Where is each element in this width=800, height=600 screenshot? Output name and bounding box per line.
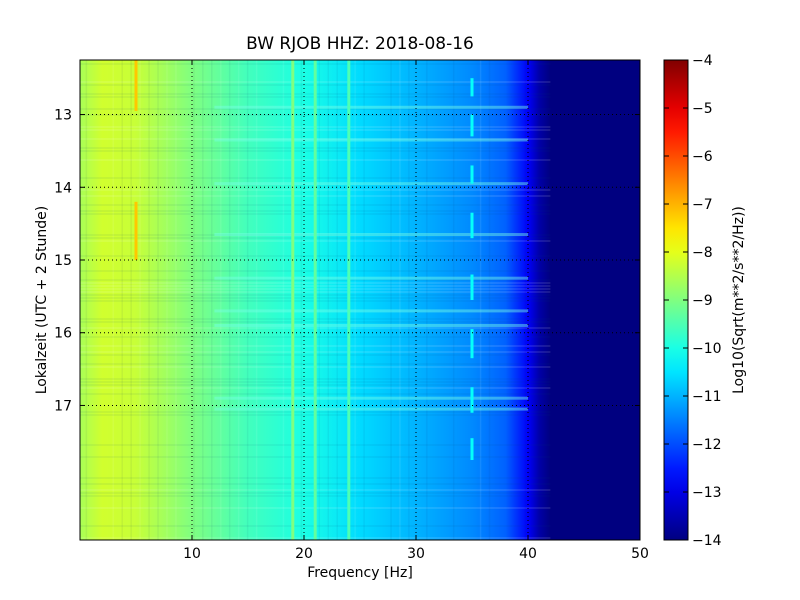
broadband-event [214, 276, 528, 280]
colorbar-tick-label: −12 [692, 437, 722, 453]
spectral-column [399, 60, 401, 540]
spectral-column [85, 60, 88, 540]
spectral-column [300, 60, 303, 540]
spectral-line [470, 329, 474, 359]
x-axis-ticks: 10 20 30 40 50 [183, 60, 649, 562]
y-tick-label: 15 [54, 253, 72, 269]
colorbar-tick-label: −10 [692, 341, 722, 357]
spectral-line [134, 201, 138, 260]
spectral-line [134, 60, 138, 111]
spectral-column [354, 60, 356, 540]
spectral-column [112, 60, 114, 540]
spectral-column [336, 60, 338, 540]
spectral-column [175, 60, 177, 540]
x-tick-label: 40 [519, 546, 537, 562]
spectral-column [282, 60, 285, 540]
colorbar-tick-label: −6 [692, 149, 713, 165]
spectral-line [313, 60, 317, 540]
x-axis-label: Frequency [Hz] [307, 565, 413, 581]
spectral-column [237, 60, 240, 540]
spectral-column [157, 60, 159, 540]
spectral-line [470, 114, 474, 137]
x-tick-label: 20 [295, 546, 313, 562]
spectral-line [470, 78, 474, 97]
y-tick-label: 13 [54, 108, 72, 124]
spectral-lines-layer [134, 60, 474, 540]
spectral-column [255, 60, 258, 540]
spectral-column [148, 60, 150, 540]
plot-area: 10 20 30 40 50 13 14 15 16 17 [54, 59, 649, 562]
colorbar-tick-label: −13 [692, 485, 722, 501]
spectral-column [426, 60, 428, 540]
chart-title: BW RJOB HHZ: 2018-08-16 [246, 34, 474, 54]
spectral-column [220, 60, 222, 540]
y-tick-label: 16 [54, 326, 72, 342]
broadband-event [214, 182, 528, 186]
colorbar-tick-label: −8 [692, 245, 713, 261]
broadband-event [214, 396, 528, 400]
spectral-line [470, 387, 474, 413]
colorbar-tick-label: −5 [692, 101, 713, 117]
spectral-line [470, 274, 474, 300]
spectral-column [363, 60, 365, 540]
spectral-line [470, 438, 474, 460]
spectral-column [202, 60, 204, 540]
spectral-column [139, 60, 141, 540]
broadband-event [214, 309, 528, 313]
colorbar-tick-label: −7 [692, 197, 713, 213]
colorbar-tick-label: −11 [692, 389, 722, 405]
broadband-event [214, 105, 528, 109]
spectral-line [470, 212, 474, 239]
spectral-column [130, 60, 132, 540]
x-tick-label: 30 [407, 546, 425, 562]
grid-layer [80, 60, 640, 540]
x-tick-label: 50 [631, 546, 649, 562]
spectral-column [488, 60, 491, 540]
colorbar-tick-label: −4 [692, 53, 713, 69]
spectral-line [291, 60, 295, 540]
y-tick-label: 17 [54, 398, 72, 414]
spectral-column [211, 60, 213, 540]
spectral-column [246, 60, 249, 540]
colorbar-tick-label: −14 [692, 533, 722, 549]
colorbar-label: Log10(Sqrt(m**2/s**2/Hz)) [731, 206, 747, 394]
spectral-column [166, 60, 168, 540]
spectral-column [121, 60, 123, 540]
spectral-column [479, 60, 482, 540]
colorbar-tick-label: −9 [692, 293, 713, 309]
spectral-column [327, 60, 330, 540]
spectral-line [347, 60, 351, 540]
spectrogram-background [80, 60, 640, 540]
spectral-column [193, 60, 195, 540]
y-axis-label: Lokalzeit (UTC + 2 Stunde) [34, 206, 50, 395]
plot-frame [79, 59, 641, 541]
colorbar: −4 −5 −6 −7 −8 −9 −10 −11 −12 −13 −14 Log10(Sqrt(m… [663, 53, 747, 549]
spectral-column [524, 60, 527, 540]
spectral-column [318, 60, 321, 540]
broadband-event [214, 233, 528, 237]
broadband-event [214, 323, 528, 327]
x-tick-label: 10 [183, 546, 201, 562]
spectral-column [390, 60, 392, 540]
broadband-event [214, 138, 528, 142]
spectral-column [408, 60, 410, 540]
y-axis-ticks: 13 14 15 16 17 [54, 108, 640, 414]
broadband-events-layer [214, 105, 528, 411]
broadband-event [214, 407, 528, 411]
colorbar-ticks: −4 −5 −6 −7 −8 −9 −10 −11 −12 −13 −14 [664, 53, 722, 549]
y-tick-label: 14 [54, 180, 72, 196]
spectral-line [470, 165, 474, 184]
spectral-column [228, 60, 231, 540]
spectral-column [452, 60, 455, 540]
